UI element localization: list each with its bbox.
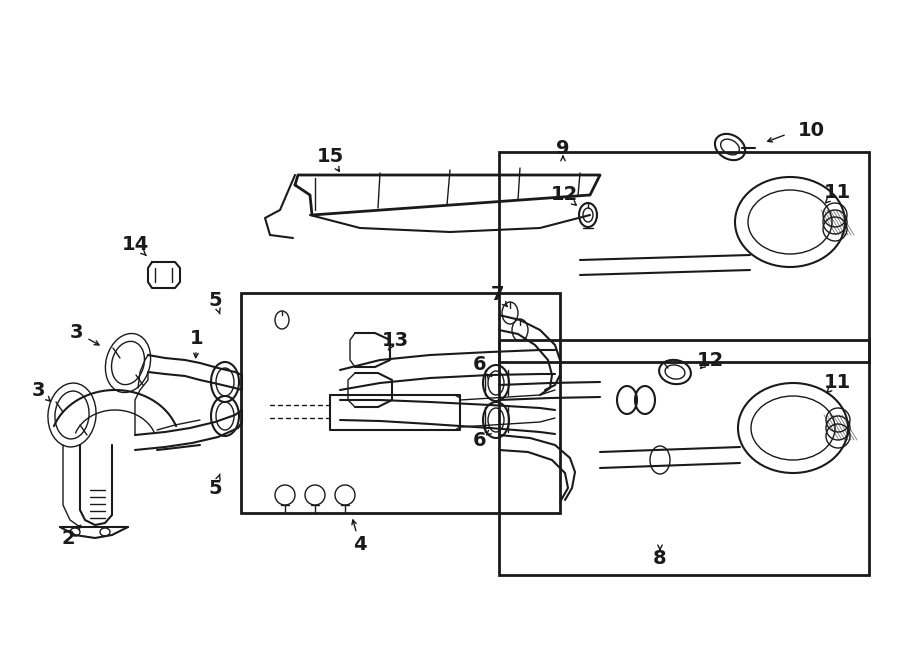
Text: 8: 8 <box>653 549 667 568</box>
Text: 2: 2 <box>61 529 75 547</box>
Text: 6: 6 <box>473 356 487 375</box>
Text: 5: 5 <box>208 479 221 498</box>
Text: 13: 13 <box>382 330 409 350</box>
Text: 3: 3 <box>69 323 83 342</box>
Text: 5: 5 <box>208 290 221 309</box>
Text: 12: 12 <box>551 186 578 204</box>
Bar <box>499 152 869 362</box>
Text: 4: 4 <box>353 535 367 555</box>
Text: 9: 9 <box>556 139 570 157</box>
Text: 1: 1 <box>190 329 203 348</box>
Text: 11: 11 <box>824 373 850 391</box>
Text: 12: 12 <box>697 350 724 369</box>
Text: 14: 14 <box>122 235 148 254</box>
Text: 3: 3 <box>32 381 45 399</box>
Bar <box>241 293 560 513</box>
Text: 10: 10 <box>798 120 825 139</box>
Text: 6: 6 <box>473 430 487 449</box>
Bar <box>499 340 869 575</box>
Text: 15: 15 <box>317 147 344 167</box>
Text: 11: 11 <box>824 182 850 202</box>
Text: 7: 7 <box>491 286 504 305</box>
